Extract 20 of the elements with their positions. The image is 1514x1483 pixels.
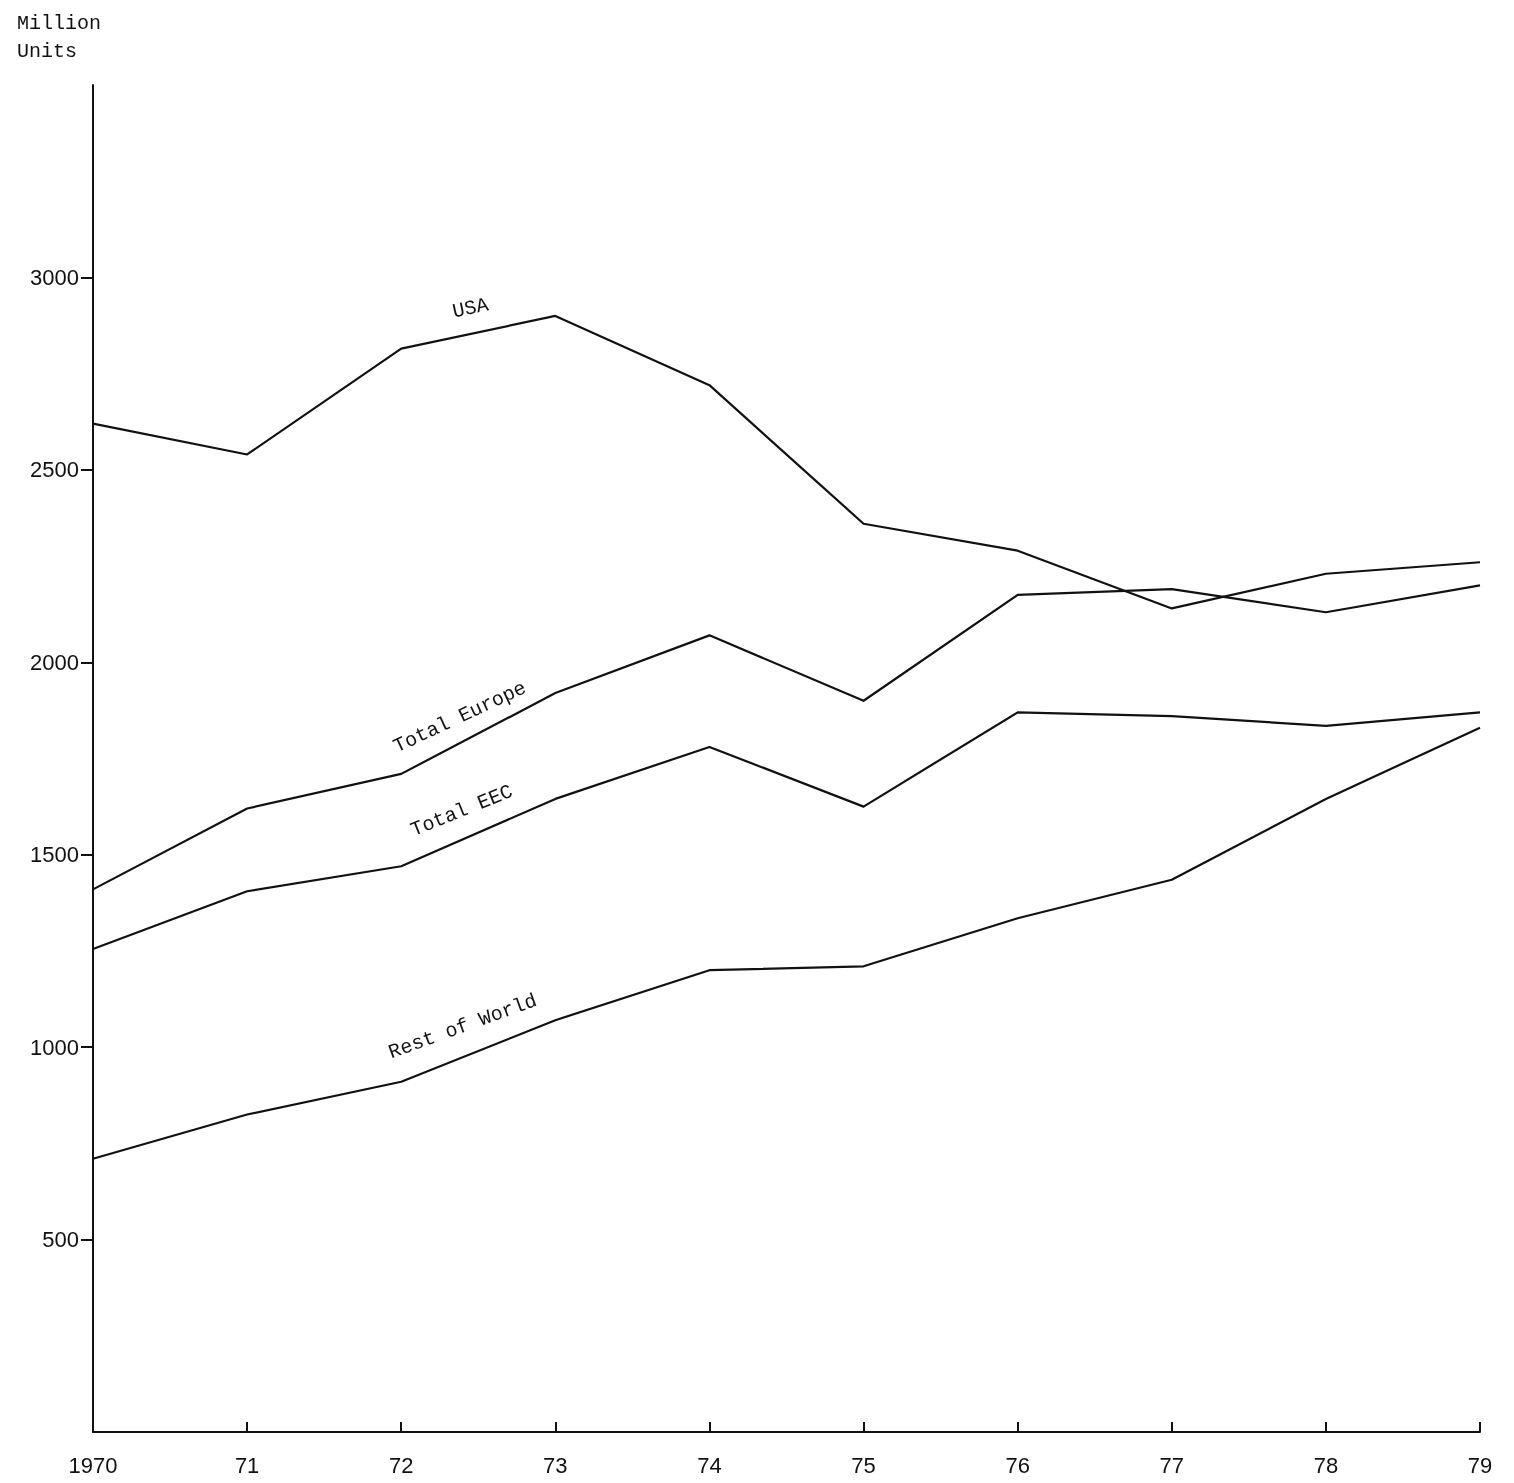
x-tick-label: 79	[1467, 1452, 1493, 1478]
y-axis-title: Million Units	[17, 11, 102, 63]
y-tick-label: 2000	[30, 649, 79, 675]
x-tick-label: 74	[697, 1452, 722, 1478]
x-tick-label: 72	[388, 1452, 414, 1478]
x-tick-label: 1970	[68, 1452, 118, 1478]
text: Rest of World	[385, 989, 541, 1065]
y-tick-label: 500	[42, 1227, 79, 1253]
text: Total EEC	[407, 780, 517, 842]
y-tick-label: 1000	[30, 1034, 79, 1060]
x-tick-label: 76	[1005, 1452, 1030, 1478]
x-tick-label: 77	[1159, 1452, 1185, 1478]
x-tick-label: 73	[543, 1452, 568, 1478]
x-tick-label: 71	[234, 1452, 260, 1478]
y-tick-label: 3000	[30, 264, 79, 290]
text: USA	[450, 293, 491, 324]
x-tick-label: 75	[851, 1452, 876, 1478]
y-tick-label: 1500	[30, 842, 79, 868]
y-tick-label: 2500	[30, 457, 79, 483]
x-tick-label: 78	[1313, 1452, 1339, 1478]
